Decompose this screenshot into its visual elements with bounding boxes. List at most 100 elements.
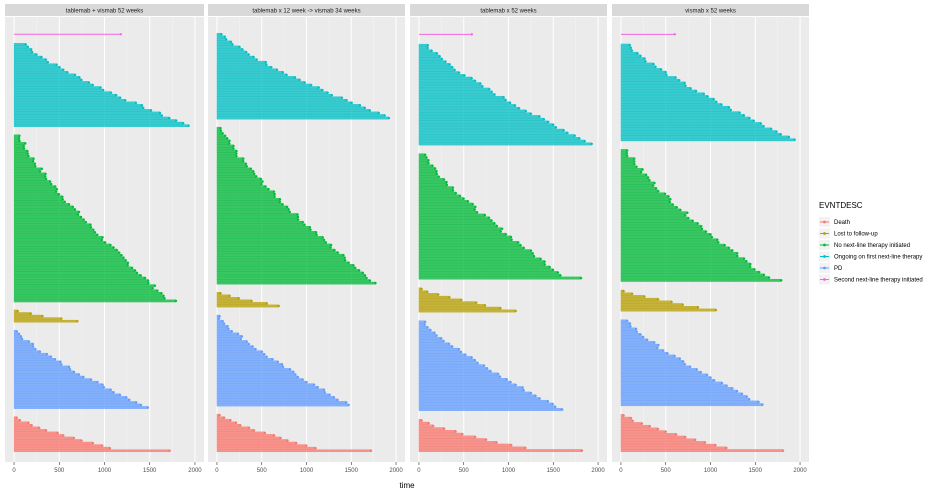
event-point bbox=[278, 200, 282, 204]
legend-item-ongoing-on-first-next-line-therapy: Ongoing on first next-line therapy bbox=[819, 251, 922, 262]
event-point bbox=[674, 76, 677, 79]
swim-lane bbox=[620, 278, 782, 282]
event-point bbox=[630, 292, 634, 296]
event-point bbox=[163, 297, 166, 300]
swim-lane bbox=[620, 157, 635, 161]
swim-lane bbox=[620, 116, 750, 120]
swim-lane bbox=[216, 436, 281, 440]
swim-lane bbox=[13, 104, 143, 107]
event-point bbox=[321, 88, 324, 92]
event-point bbox=[35, 53, 38, 56]
event-point bbox=[442, 339, 445, 343]
swim-lane bbox=[620, 230, 707, 234]
series-ongoing-on-first-next-line-therapy bbox=[216, 32, 391, 120]
event-point bbox=[288, 210, 292, 214]
swim-lane bbox=[216, 213, 298, 216]
event-point bbox=[495, 224, 499, 228]
event-point bbox=[281, 365, 285, 369]
swim-lane bbox=[620, 322, 631, 325]
swim-lane bbox=[13, 101, 137, 105]
event-point bbox=[695, 368, 699, 371]
event-point bbox=[249, 167, 253, 171]
legend-title: EVNTDESC bbox=[819, 201, 863, 210]
swim-lane bbox=[418, 43, 429, 47]
event-point bbox=[678, 79, 681, 82]
swim-lane bbox=[13, 314, 43, 318]
event-point bbox=[324, 241, 328, 244]
event-point bbox=[309, 228, 312, 232]
legend-key-point bbox=[823, 220, 826, 224]
event-point bbox=[432, 424, 435, 428]
event-point bbox=[275, 68, 279, 72]
swim-lane bbox=[13, 154, 29, 158]
swim-lane bbox=[418, 126, 557, 129]
event-point bbox=[752, 119, 755, 123]
event-point bbox=[32, 157, 35, 160]
swim-lane bbox=[620, 95, 708, 98]
event-point bbox=[648, 179, 651, 182]
series-pd bbox=[13, 330, 150, 409]
swim-lane bbox=[13, 378, 92, 381]
swim-lane bbox=[216, 398, 338, 402]
swim-lane bbox=[620, 170, 642, 174]
event-point bbox=[59, 360, 62, 364]
swim-lane bbox=[620, 62, 654, 66]
event-point bbox=[122, 256, 125, 259]
swim-lane bbox=[418, 441, 497, 444]
swim-lane bbox=[620, 416, 632, 420]
swim-lane bbox=[418, 210, 478, 214]
event-point bbox=[72, 370, 76, 374]
swim-lane bbox=[620, 160, 635, 163]
swim-lane bbox=[216, 58, 257, 61]
event-point bbox=[221, 132, 224, 135]
event-point bbox=[343, 256, 346, 259]
event-point bbox=[115, 248, 119, 252]
swim-lane bbox=[216, 264, 354, 267]
event-point bbox=[276, 360, 280, 364]
facet-strip bbox=[208, 4, 405, 16]
swim-lane bbox=[216, 111, 379, 115]
swim-lane bbox=[13, 429, 47, 432]
event-point bbox=[305, 444, 308, 447]
event-point bbox=[38, 350, 42, 353]
facet-strip-label: tablemab + vismab 52 weeks bbox=[66, 9, 144, 15]
event-point bbox=[314, 231, 318, 234]
swim-lane bbox=[418, 142, 592, 146]
event-point bbox=[336, 398, 339, 402]
swim-lane bbox=[418, 57, 443, 61]
event-point bbox=[84, 220, 88, 224]
x-tick-label: 0 bbox=[215, 468, 219, 474]
event-point bbox=[31, 342, 35, 346]
swim-lane bbox=[216, 180, 263, 183]
swim-lane bbox=[418, 106, 520, 110]
event-point bbox=[219, 292, 222, 295]
event-point bbox=[247, 53, 250, 56]
swim-lane bbox=[620, 384, 727, 388]
swim-lane bbox=[216, 53, 249, 56]
event-point bbox=[222, 322, 226, 325]
event-point bbox=[493, 222, 496, 225]
swim-lane bbox=[418, 82, 481, 86]
swim-lane bbox=[216, 149, 237, 153]
swim-lane bbox=[620, 176, 649, 179]
swim-lane bbox=[418, 260, 545, 264]
event-point bbox=[457, 348, 461, 351]
swim-lane bbox=[620, 427, 659, 431]
event-point bbox=[712, 379, 716, 382]
swim-lane bbox=[418, 386, 523, 390]
event-point bbox=[435, 334, 438, 337]
event-point bbox=[124, 99, 127, 102]
swim-lane bbox=[13, 266, 133, 270]
swim-lane bbox=[620, 46, 632, 50]
event-point bbox=[279, 436, 282, 440]
swim-lane bbox=[13, 421, 29, 425]
swim-lane bbox=[620, 178, 650, 182]
swim-lane bbox=[216, 271, 364, 275]
swim-lane bbox=[620, 273, 765, 277]
swim-lane bbox=[418, 197, 464, 201]
swim-lane bbox=[418, 221, 495, 225]
event-point bbox=[347, 261, 350, 265]
event-point bbox=[440, 57, 444, 61]
event-point bbox=[374, 281, 377, 285]
swim-lane bbox=[13, 88, 104, 92]
